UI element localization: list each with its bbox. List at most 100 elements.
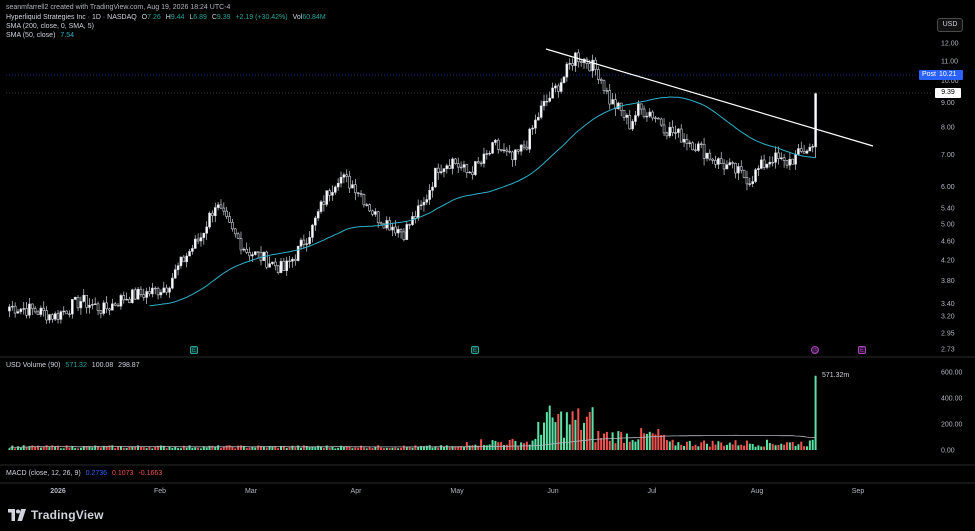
candle-body <box>248 252 251 257</box>
price-tick-label: 4.60 <box>941 239 955 246</box>
volume-bar <box>460 445 463 450</box>
volume-bar <box>643 433 646 450</box>
sma200-legend[interactable]: SMA (200, close, 0, SMA, 5) <box>6 22 97 31</box>
candle-body <box>354 184 357 194</box>
volume-bar <box>300 447 303 450</box>
volume-bar <box>680 444 683 450</box>
volume-bar <box>285 447 288 450</box>
sma50-label: SMA (50, close) <box>6 32 56 39</box>
candle-body <box>545 100 549 103</box>
earnings-icon[interactable]: E <box>858 346 866 354</box>
candle-body <box>191 248 194 252</box>
candle-body <box>625 114 629 118</box>
candle-body <box>308 237 311 245</box>
candle-body <box>153 287 157 290</box>
price-tick-label: 10.00 <box>941 78 959 85</box>
earnings-icon[interactable]: E <box>190 346 198 354</box>
currency-button[interactable]: USD <box>937 18 963 32</box>
candle-body <box>408 224 411 226</box>
volume-bar <box>731 444 734 450</box>
candle-body <box>639 103 643 110</box>
volume-bar <box>174 446 177 450</box>
volume-legend[interactable]: USD Volume (90) 571.32 100.08 298.87 <box>6 362 143 369</box>
candle-body <box>208 212 211 228</box>
volume-bar <box>342 446 345 450</box>
date-tick-label: Sep <box>852 488 865 495</box>
volume-bar <box>671 439 674 450</box>
price-axis[interactable]: 12.00 11.00 10.00 9.00 8.00 7.00 6.00 5.40 5.00 4… <box>941 41 959 354</box>
candle-body <box>597 69 600 80</box>
volume-bar <box>805 446 808 450</box>
volume-bar <box>720 442 723 450</box>
volume-bar <box>594 442 597 450</box>
candle-body <box>476 161 480 164</box>
candle-body <box>665 132 669 137</box>
sma50-legend[interactable]: SMA (50, close) 7.54 <box>6 31 77 40</box>
volume-bar <box>340 445 343 450</box>
volume-bar <box>222 446 225 450</box>
dividend-icon[interactable]: ◷ <box>811 346 819 354</box>
candle-body <box>25 308 28 316</box>
candle-body <box>131 289 134 303</box>
candle-body <box>782 157 786 161</box>
volume-bar <box>162 445 165 450</box>
price-tick-label: 9.00 <box>941 100 955 107</box>
candle-body <box>448 165 451 169</box>
candle-body <box>762 159 766 168</box>
candle-body <box>22 308 26 310</box>
volume-bar <box>234 448 237 450</box>
candle-body <box>108 308 111 311</box>
candle-body <box>759 159 763 169</box>
candle-body <box>122 295 126 301</box>
candle-body <box>691 142 694 151</box>
volume-bar <box>97 446 100 450</box>
volume-bar <box>482 445 485 450</box>
candle-body <box>271 261 274 264</box>
volume-bar <box>334 448 337 450</box>
candle-body <box>531 127 534 130</box>
volume-bar <box>694 444 697 450</box>
volume-bar <box>225 445 228 450</box>
candle-body <box>382 223 386 229</box>
candle-body <box>739 166 743 171</box>
candle-body <box>213 207 217 217</box>
price-tick-label: 12.00 <box>941 41 959 48</box>
candle-body <box>33 308 37 313</box>
candle-body <box>51 314 54 320</box>
trend-line[interactable] <box>545 48 874 147</box>
volume-bar <box>214 446 217 450</box>
volume-bar <box>645 433 648 450</box>
date-axis[interactable]: 2026 Feb Mar Apr May Jun Jul Aug Sep <box>50 488 864 495</box>
volume-bar <box>471 445 474 450</box>
volume-bar <box>663 434 666 450</box>
volume-bar <box>691 445 694 450</box>
volume-bar <box>217 445 220 450</box>
date-tick-label: Feb <box>154 488 166 495</box>
volume-bar <box>700 442 703 450</box>
candle-body <box>79 301 83 309</box>
volume-bar <box>757 445 760 450</box>
candle-body <box>496 139 500 150</box>
price-tick-label: 7.00 <box>941 152 955 159</box>
volume-bar <box>774 445 777 450</box>
volume-bar <box>79 447 82 450</box>
volume-bar <box>794 445 797 450</box>
volume-bar <box>677 442 680 450</box>
volume-bar <box>374 446 377 450</box>
earnings-icon[interactable]: E <box>471 346 479 354</box>
volume-bar <box>748 443 751 450</box>
volume-bar <box>362 447 365 450</box>
tradingview-logo[interactable]: TradingView <box>8 508 104 522</box>
candle-body <box>173 269 177 279</box>
candle-body <box>179 256 183 267</box>
candle-body <box>628 114 632 130</box>
volume-bar <box>337 447 340 450</box>
candle-body <box>648 111 652 117</box>
volume-bar <box>168 446 171 450</box>
candle-body <box>82 294 86 302</box>
candle-body <box>642 108 646 118</box>
volume-bar <box>554 422 557 450</box>
macd-legend[interactable]: MACD (close, 12, 26, 9) 0.2736 0.1073 -0… <box>6 470 165 477</box>
last-price-badge: 9.39 <box>935 88 961 98</box>
